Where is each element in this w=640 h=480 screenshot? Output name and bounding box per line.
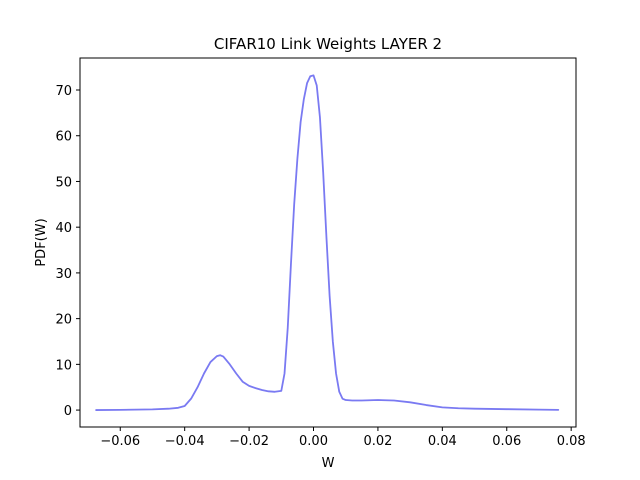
y-tick-label: 60 (55, 130, 72, 145)
y-tick-label: 10 (55, 358, 72, 373)
plot-area (80, 58, 576, 427)
axes-border (79, 57, 577, 428)
y-tick-label: 40 (55, 221, 72, 236)
axes-frame (79, 57, 577, 428)
y-tick-label: 50 (55, 175, 72, 190)
y-axis-ticks: 0 10 20 30 40 50 60 70 (55, 84, 80, 419)
y-tick-label: 20 (55, 313, 72, 328)
x-tick-label: −0.04 (165, 434, 205, 449)
y-axis-label: PDF(W) (34, 218, 49, 266)
x-tick-label: 0.08 (557, 434, 586, 449)
chart-title: CIFAR10 Link Weights LAYER 2 (214, 35, 442, 53)
series-layer (95, 74, 560, 411)
y-tick-label: 0 (64, 404, 72, 419)
series-line-0 (95, 74, 560, 411)
x-tick-label: 0.06 (492, 434, 521, 449)
x-tick-label: 0.00 (299, 434, 328, 449)
x-axis-ticks: −0.06 −0.04 −0.02 0.00 0.02 0.04 0.06 0.08 (100, 427, 586, 449)
x-tick-label: −0.06 (100, 434, 140, 449)
x-tick-label: 0.04 (428, 434, 457, 449)
x-tick-label: 0.02 (363, 434, 392, 449)
x-tick-label: −0.02 (229, 434, 269, 449)
x-axis-label: W (322, 456, 335, 471)
y-tick-label: 70 (55, 84, 72, 99)
y-tick-label: 30 (55, 267, 72, 282)
